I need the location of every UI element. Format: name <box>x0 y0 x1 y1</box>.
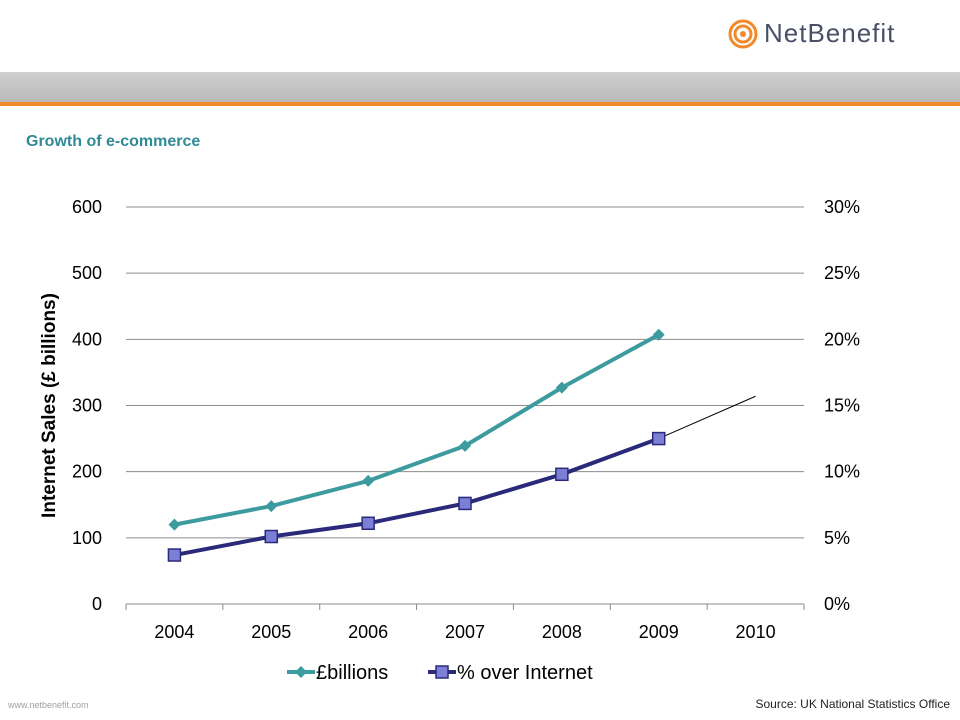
brand-logo-text: NetBenefit <box>764 18 896 48</box>
spiral-logo-icon <box>728 19 758 48</box>
x-tick-label: 2006 <box>348 622 388 642</box>
data-point-square <box>167 548 182 562</box>
y2-tick-label: 10% <box>824 462 860 482</box>
x-tick-label: 2007 <box>445 622 485 642</box>
y-tick-label: 100 <box>72 528 102 548</box>
y-tick-label: 400 <box>72 329 102 349</box>
y2-tick-label: 15% <box>824 396 860 416</box>
data-point-square <box>458 496 472 511</box>
data-point-diamond <box>459 439 471 452</box>
data-point-diamond <box>652 328 665 341</box>
y2-tick-label: 25% <box>824 263 860 283</box>
data-point-diamond <box>265 500 278 513</box>
x-tick-label: 2005 <box>251 622 291 642</box>
header-band <box>0 72 960 102</box>
data-point-square <box>264 529 279 544</box>
header-accent-line <box>0 102 960 106</box>
growth-chart: 0 100 200 300 400 500 600 0% 5% 10% 15% 20% 25% 30% 20… <box>39 197 860 684</box>
y2-tick-label: 20% <box>824 329 860 349</box>
brand-logo: NetBenefit <box>728 18 895 49</box>
data-point-diamond <box>555 381 568 394</box>
data-point-square <box>651 431 666 446</box>
series-line <box>174 436 660 558</box>
data-point-square <box>555 467 569 482</box>
data-point-diamond <box>168 518 181 531</box>
x-tick-label: 2008 <box>542 622 582 642</box>
y2-tick-label: 30% <box>824 197 860 217</box>
y-tick-label: 200 <box>72 462 102 482</box>
y-axis-title: Internet Sales (£ billions) <box>39 293 60 518</box>
footer-website: www.netbenefit.com <box>8 700 89 710</box>
y2-tick-label: 5% <box>824 528 850 548</box>
y-tick-label: 0 <box>92 594 102 614</box>
trendline <box>658 395 756 440</box>
y-tick-label: 500 <box>72 263 102 283</box>
data-point-diamond <box>362 474 375 487</box>
source-note: Source: UK National Statistics Office <box>755 697 950 711</box>
y2-tick-label: 0% <box>824 594 850 614</box>
x-tick-label: 2009 <box>639 622 679 642</box>
x-tick-label: 2010 <box>736 622 776 642</box>
legend-marker-diamond <box>295 666 307 678</box>
y-tick-label: 300 <box>72 396 102 416</box>
series-line <box>174 332 660 527</box>
legend-label: £billions <box>316 662 388 684</box>
y-tick-label: 600 <box>72 197 102 217</box>
legend-label: % over Internet <box>457 662 593 684</box>
legend-marker-square <box>435 665 449 679</box>
data-point-square <box>361 516 375 531</box>
slide-subtitle: Growth of e-commerce <box>26 133 201 150</box>
x-tick-label: 2004 <box>154 622 194 642</box>
